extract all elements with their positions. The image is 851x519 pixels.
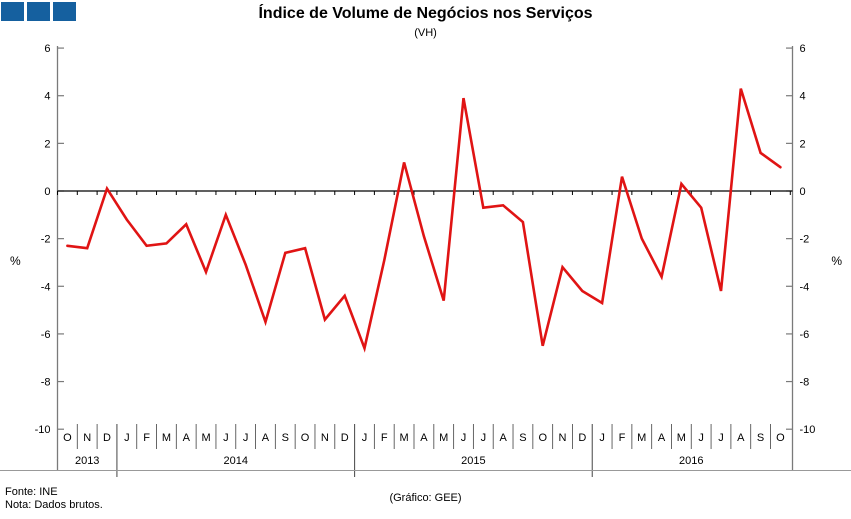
month-label: N xyxy=(559,432,567,444)
month-label: M xyxy=(637,432,646,444)
chart-subtitle: (VH) xyxy=(414,27,437,39)
month-label: J xyxy=(362,432,368,444)
month-label: N xyxy=(83,432,91,444)
month-label: S xyxy=(519,432,526,444)
month-label: A xyxy=(262,432,270,444)
month-label: F xyxy=(619,432,626,444)
data-note: Nota: Dados brutos. xyxy=(5,499,103,511)
month-label: O xyxy=(776,432,785,444)
month-label: M xyxy=(162,432,171,444)
month-label: O xyxy=(538,432,547,444)
logo-icon xyxy=(1,2,76,21)
month-label: S xyxy=(757,432,764,444)
source-note: Fonte: INE xyxy=(5,486,58,498)
month-label: M xyxy=(439,432,448,444)
year-label: 2015 xyxy=(461,455,485,467)
logo-square xyxy=(27,2,50,21)
month-label: A xyxy=(658,432,666,444)
y-tick-label-left: -8 xyxy=(41,377,51,389)
chart-title: Índice de Volume de Negócios nos Serviço… xyxy=(258,5,593,22)
y-tick-label-left: -6 xyxy=(41,329,51,341)
month-label: J xyxy=(718,432,724,444)
month-label: J xyxy=(243,432,249,444)
y-tick-label-right: -6 xyxy=(800,329,810,341)
year-label: 2014 xyxy=(224,455,248,467)
y-tick-label-right: 0 xyxy=(800,186,806,198)
y-axis-unit-right: % xyxy=(831,254,842,268)
y-tick-label-left: 0 xyxy=(44,186,50,198)
month-label: J xyxy=(698,432,704,444)
y-tick-label-right: -2 xyxy=(800,234,810,246)
y-tick-label-left: -4 xyxy=(41,281,51,293)
y-tick-label-right: -8 xyxy=(800,377,810,389)
month-label: J xyxy=(223,432,229,444)
month-label: J xyxy=(599,432,605,444)
month-label: D xyxy=(103,432,111,444)
month-label: N xyxy=(321,432,329,444)
year-axis: 2013 2014 2015 2016 xyxy=(75,455,704,467)
month-label: A xyxy=(420,432,428,444)
y-tick-label-left: -10 xyxy=(35,424,51,436)
month-label: S xyxy=(282,432,289,444)
y-tick-label-left: 2 xyxy=(44,138,50,150)
month-label: J xyxy=(481,432,487,444)
y-tick-label-right: 4 xyxy=(800,91,806,103)
logo-square xyxy=(1,2,24,21)
year-label: 2013 xyxy=(75,455,99,467)
month-label: M xyxy=(400,432,409,444)
month-label: F xyxy=(381,432,388,444)
month-label: D xyxy=(578,432,586,444)
y-axis-unit-left: % xyxy=(10,254,21,268)
month-label: F xyxy=(143,432,150,444)
month-label: J xyxy=(124,432,130,444)
zero-axis xyxy=(57,190,793,195)
y-tick-label-left: -2 xyxy=(41,234,51,246)
month-label: M xyxy=(677,432,686,444)
month-label: A xyxy=(737,432,745,444)
y-tick-label-left: 6 xyxy=(44,43,50,55)
y-axis-left: 6 4 2 0 -2 -4 -6 -8 -10 xyxy=(35,43,64,470)
month-label: A xyxy=(183,432,191,444)
month-label: D xyxy=(341,432,349,444)
y-tick-label-right: 2 xyxy=(800,138,806,150)
month-label: J xyxy=(461,432,467,444)
year-label: 2016 xyxy=(679,455,703,467)
y-tick-label-right: 6 xyxy=(800,43,806,55)
y-tick-label-right: -10 xyxy=(800,424,816,436)
month-label: A xyxy=(499,432,507,444)
month-label: O xyxy=(63,432,72,444)
month-label: O xyxy=(301,432,310,444)
y-tick-label-right: -4 xyxy=(800,281,810,293)
credit-note: (Gráfico: GEE) xyxy=(389,492,462,504)
y-axis-right: 6 4 2 0 -2 -4 -6 -8 -10 xyxy=(786,43,815,470)
month-label: M xyxy=(201,432,210,444)
y-tick-label-left: 4 xyxy=(44,91,50,103)
logo-square xyxy=(53,2,76,21)
series-line xyxy=(66,88,782,353)
